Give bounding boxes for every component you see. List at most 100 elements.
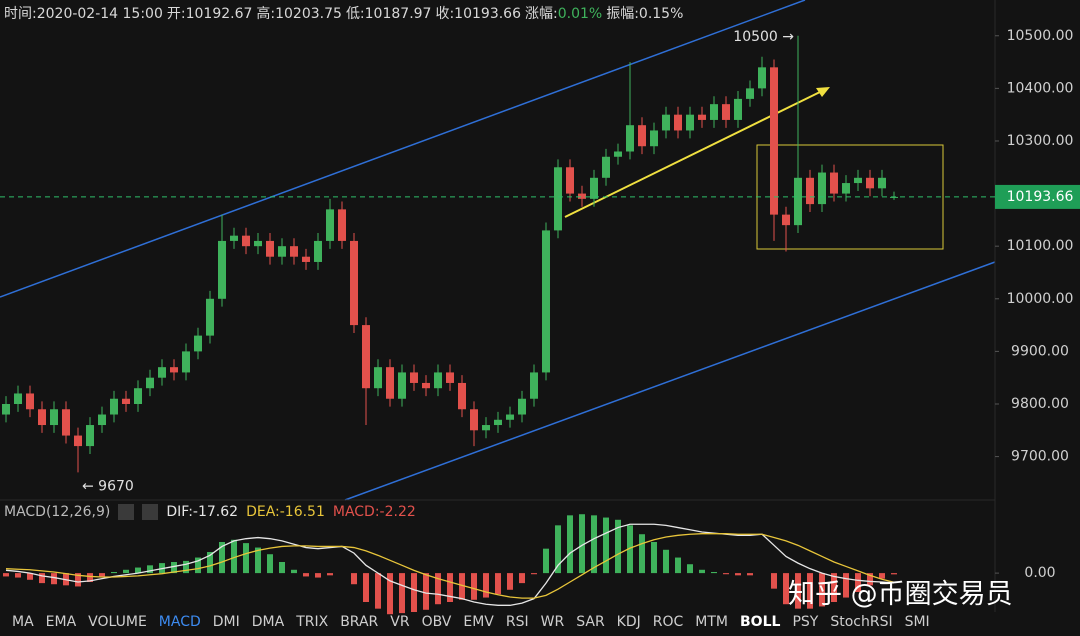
- macd-bar: [627, 525, 633, 574]
- macd-bar: [303, 573, 309, 577]
- macd-bar: [639, 534, 645, 574]
- candle-body: [206, 298, 214, 336]
- macd-bar: [699, 569, 705, 574]
- candle-body: [818, 172, 826, 205]
- indicator-tab[interactable]: TRIX: [296, 614, 329, 630]
- macd-bar: [255, 547, 261, 574]
- candle-body: [302, 256, 310, 262]
- candle-body: [602, 156, 610, 178]
- macd-bar: [867, 573, 873, 586]
- header: 时间:2020-02-14 15:00 开:10192.67 高:10203.75 低…: [4, 3, 687, 23]
- candle-body: [350, 240, 358, 326]
- candle-body: [230, 235, 238, 241]
- candle-body: [122, 398, 130, 404]
- candle-body: [794, 177, 802, 226]
- indicator-tab[interactable]: SMI: [904, 614, 930, 630]
- macd-bar: [3, 573, 9, 577]
- indicator-tab[interactable]: VOLUME: [88, 614, 147, 630]
- indicator-tab[interactable]: SAR: [576, 614, 605, 630]
- indicator-tab[interactable]: EMV: [463, 614, 494, 630]
- indicator-tab[interactable]: BRAR: [340, 614, 379, 630]
- change-label: 涨幅:: [525, 6, 558, 22]
- macd-bar: [711, 572, 717, 574]
- candle-body: [98, 414, 106, 426]
- settings-icon[interactable]: [118, 504, 135, 520]
- candle-body: [878, 177, 886, 189]
- close-icon[interactable]: [142, 504, 159, 520]
- macd-bar: [123, 569, 129, 574]
- macd-bar: [507, 573, 513, 590]
- macd-bar: [363, 573, 369, 602]
- macd-bar: [411, 573, 417, 612]
- candle-body: [290, 246, 298, 257]
- indicator-tab[interactable]: MA: [12, 614, 34, 630]
- candle-body: [638, 125, 646, 147]
- macd-bar: [279, 562, 285, 574]
- candle-body: [806, 177, 814, 205]
- y-tick-label: 10100.00: [1007, 238, 1074, 254]
- macd-bar: [879, 573, 885, 579]
- macd-bar: [219, 542, 225, 574]
- macd-bar: [843, 573, 849, 598]
- macd-bar: [495, 573, 501, 595]
- macd-bar: [147, 565, 153, 574]
- candle-body: [266, 240, 274, 257]
- header-item: 时间:2020-02-14 15:00: [4, 6, 163, 22]
- candle-body: [542, 230, 550, 373]
- macd-bar: [819, 573, 825, 607]
- macd-bar: [243, 543, 249, 574]
- last-price-label: 10193.66: [1007, 189, 1074, 205]
- indicator-tab[interactable]: OBV: [421, 614, 452, 630]
- macd-bar: [351, 573, 357, 585]
- indicator-tab[interactable]: EMA: [45, 614, 77, 630]
- y-tick-label: 9700.00: [1011, 449, 1069, 465]
- annotation: ← 9670: [82, 478, 134, 494]
- indicator-tab[interactable]: DMI: [212, 614, 240, 630]
- indicator-tab[interactable]: MACD: [158, 614, 201, 630]
- indicator-tab[interactable]: ROC: [652, 614, 684, 630]
- candle-body: [254, 240, 262, 247]
- indicator-tab[interactable]: VR: [390, 614, 410, 630]
- candle-body: [158, 367, 166, 378]
- y-tick-label: 10300.00: [1007, 133, 1074, 149]
- candle-body: [362, 325, 370, 389]
- indicator-tab[interactable]: WR: [540, 614, 565, 630]
- macd-bar: [399, 573, 405, 614]
- candle-body: [746, 88, 754, 99]
- candle-body: [854, 177, 862, 184]
- dea-label: DEA:-16.51: [246, 504, 325, 520]
- header-item: 收:10193.66: [435, 6, 521, 22]
- macd-bar: [447, 573, 453, 602]
- indicator-tab[interactable]: StochRSI: [830, 614, 893, 630]
- macd-bar: [603, 517, 609, 574]
- candle-body: [782, 214, 790, 226]
- header-item: 高:10203.75: [256, 6, 342, 22]
- macd-bar: [723, 573, 729, 575]
- indicator-tab[interactable]: RSI: [505, 614, 529, 630]
- macd-bar: [39, 573, 45, 584]
- macd-bar: [795, 573, 801, 609]
- candle-body: [530, 372, 538, 399]
- candle-body: [14, 393, 22, 404]
- macd-bar: [831, 573, 837, 602]
- indicator-tab[interactable]: PSY: [792, 614, 819, 630]
- candle-body: [650, 130, 658, 147]
- candle-body: [2, 403, 10, 415]
- candle-body: [518, 398, 526, 415]
- candle-body: [662, 114, 670, 131]
- candle-body: [38, 409, 46, 426]
- macd-bar: [375, 573, 381, 609]
- indicator-tab[interactable]: MTM: [695, 614, 729, 630]
- header-item: 开:10192.67: [166, 6, 253, 22]
- indicator-tab[interactable]: BOLL: [740, 614, 781, 630]
- candle-body: [110, 398, 118, 415]
- candle-body: [386, 367, 394, 399]
- indicator-tab[interactable]: DMA: [251, 614, 285, 630]
- candle-body: [398, 372, 406, 399]
- y-tick-label: 9800.00: [1011, 396, 1069, 412]
- candle-body: [278, 246, 286, 257]
- candle-body: [578, 193, 586, 199]
- macd-label: MACD:-2.22: [332, 504, 416, 520]
- indicator-tab[interactable]: KDJ: [616, 614, 641, 630]
- candle-body: [554, 167, 562, 231]
